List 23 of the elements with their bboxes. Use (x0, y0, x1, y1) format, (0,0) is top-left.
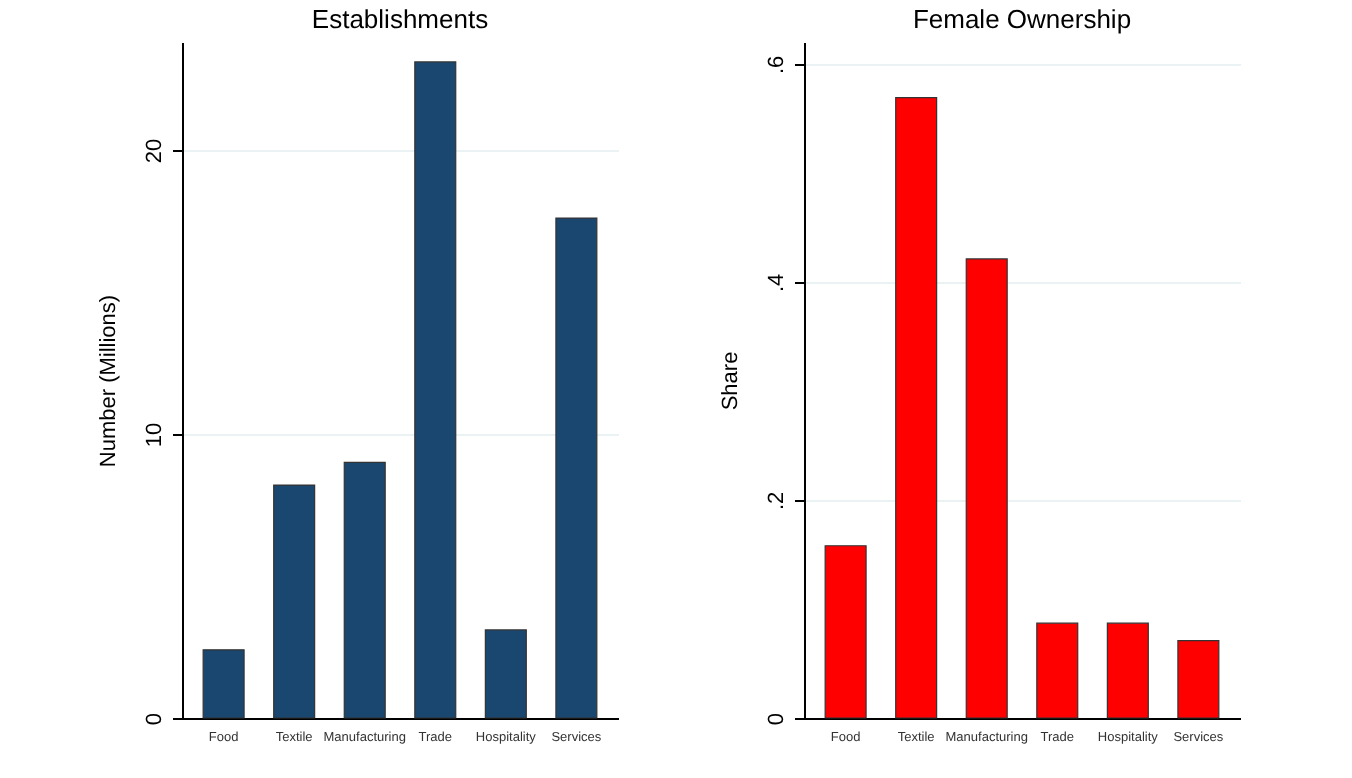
y-tick-label: 20 (143, 138, 167, 164)
chart-title: Female Ownership (912, 4, 1132, 34)
y-tick-label: .2 (765, 491, 789, 511)
bar (484, 629, 527, 719)
y-axis-title: Number (Millions) (97, 294, 121, 468)
bar (273, 484, 316, 719)
bar (895, 97, 938, 719)
bar (555, 217, 598, 719)
y-tick-label: 0 (765, 712, 789, 726)
y-axis-title: Share (719, 351, 743, 411)
bar (965, 258, 1008, 719)
bar (343, 461, 386, 719)
y-tick-label: 10 (143, 422, 167, 448)
bar (824, 545, 867, 719)
bar (1177, 639, 1220, 719)
y-tick-label: .4 (765, 273, 789, 293)
bar (202, 649, 245, 719)
y-tick-label: .6 (765, 55, 789, 74)
bar (1106, 622, 1149, 719)
chart-title: Establishments (311, 4, 490, 34)
bar (414, 61, 457, 719)
bar (1036, 622, 1079, 719)
y-tick-label: 0 (143, 712, 167, 726)
